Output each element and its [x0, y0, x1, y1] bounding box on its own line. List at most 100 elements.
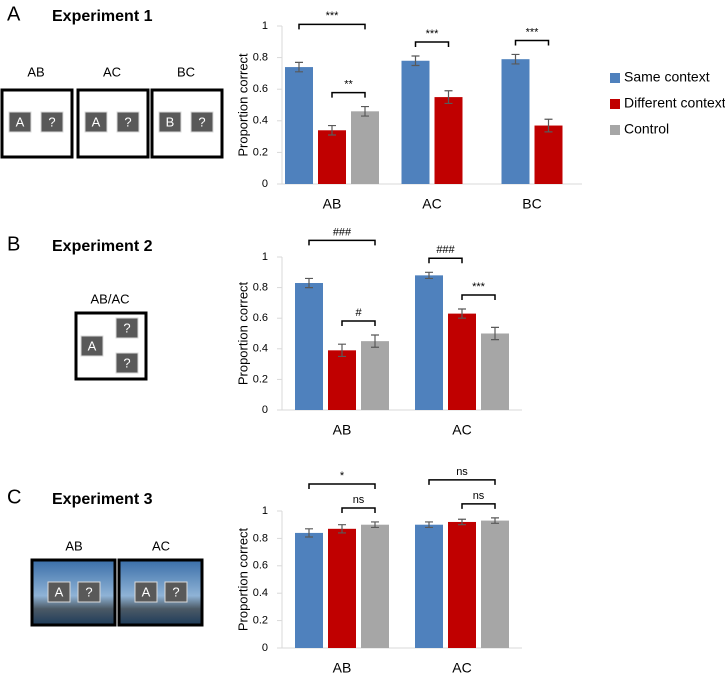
- significance-bracket: [341, 320, 376, 327]
- error-bar: [511, 53, 520, 65]
- bar: [361, 524, 389, 648]
- y-axis-label: Proportion correct: [235, 281, 250, 385]
- y-tick-label: 0.8: [253, 282, 268, 294]
- item-label: ?: [48, 114, 55, 129]
- bar: [295, 532, 323, 648]
- stimulus-label: AB: [27, 64, 44, 79]
- y-axis-label: Proportion correct: [235, 53, 250, 157]
- item-label: A: [16, 114, 25, 129]
- x-tick-label: AB: [333, 660, 352, 674]
- error-bar: [328, 124, 336, 136]
- x-tick-label: AC: [422, 196, 441, 212]
- significance-bracket: [341, 507, 376, 513]
- significance-label: *: [340, 470, 345, 482]
- item-box: [116, 111, 140, 133]
- legend-swatch: [610, 99, 620, 109]
- error-bar: [491, 517, 499, 524]
- significance-label: ***: [472, 281, 486, 293]
- item-label: ?: [85, 584, 92, 599]
- bar: [448, 313, 476, 410]
- stimulus-photo: [117, 558, 204, 627]
- y-tick-label: 1: [262, 505, 268, 517]
- item-box: [190, 111, 214, 133]
- y-tick-label: 0.4: [253, 115, 268, 127]
- stimulus-label: AC: [152, 538, 170, 553]
- significance-bracket: [331, 91, 366, 98]
- item-label: ?: [123, 320, 130, 335]
- item-box: [8, 111, 32, 133]
- error-bar: [305, 277, 313, 289]
- significance-label: ns: [353, 494, 365, 506]
- stimulus-photo: [30, 558, 117, 627]
- error-bar: [305, 528, 313, 538]
- y-tick-label: 0.2: [253, 373, 268, 385]
- panel-title: Experiment 3: [52, 491, 153, 508]
- item-label: A: [92, 114, 101, 129]
- item-box: [84, 111, 108, 133]
- x-tick-label: BC: [522, 196, 541, 212]
- legend-label: Control: [624, 121, 669, 137]
- y-tick-label: 0.2: [253, 146, 268, 158]
- bar: [534, 125, 563, 184]
- item-box: [115, 317, 139, 339]
- bar: [448, 521, 476, 648]
- bar: [401, 60, 430, 185]
- y-tick-label: 0.6: [253, 83, 268, 95]
- error-bar: [425, 521, 433, 529]
- error-bar: [371, 521, 379, 529]
- bar: [361, 341, 389, 410]
- bar: [351, 111, 379, 184]
- bar: [481, 333, 509, 410]
- bar: [481, 520, 509, 648]
- significance-bracket: [514, 39, 550, 46]
- y-tick-label: 0.4: [253, 343, 268, 355]
- bar: [328, 350, 356, 410]
- panel-letter: C: [7, 486, 21, 508]
- item-label: ?: [124, 114, 131, 129]
- error-bar: [361, 105, 369, 117]
- x-tick-label: AC: [452, 422, 471, 438]
- error-bar: [338, 524, 346, 534]
- item-box: [80, 335, 104, 357]
- bar: [285, 67, 313, 184]
- y-tick-label: 0.8: [253, 52, 268, 64]
- error-bar: [491, 326, 499, 341]
- legend-label: Different context: [624, 95, 725, 111]
- stimulus-label: AB: [65, 538, 82, 553]
- significance-label: #: [355, 307, 362, 319]
- y-tick-label: 1: [262, 251, 268, 263]
- chart: 0 0.2 0.4 0.6 0.8 1 Proportion correct AB AC BC **…: [235, 10, 725, 211]
- error-bar: [338, 343, 346, 358]
- bar: [434, 97, 463, 184]
- panel-letter: A: [7, 3, 21, 25]
- item-box: [134, 581, 158, 603]
- y-tick-label: 1: [262, 20, 268, 32]
- item-box: [115, 352, 139, 374]
- y-tick-label: 0: [262, 642, 268, 654]
- item-box: [158, 111, 182, 133]
- x-tick-label: AB: [323, 196, 342, 212]
- significance-label: ***: [326, 10, 340, 22]
- legend-label: Same context: [624, 69, 710, 85]
- y-tick-label: 0.6: [253, 560, 268, 572]
- significance-label: ***: [526, 26, 540, 38]
- panel-title: Experiment 1: [52, 8, 153, 25]
- significance-label: ###: [333, 226, 352, 238]
- y-tick-label: 0: [262, 178, 268, 190]
- item-label: ?: [198, 114, 205, 129]
- significance-bracket: [461, 294, 496, 301]
- item-box: [47, 581, 71, 603]
- error-bar: [458, 308, 466, 319]
- significance-label: ###: [436, 244, 455, 256]
- stimulus-label: AC: [103, 64, 121, 79]
- significance-label: ns: [473, 490, 485, 502]
- significance-bracket: [298, 23, 366, 30]
- significance-label: ***: [426, 28, 440, 40]
- significance-bracket: [414, 41, 450, 48]
- panel-title: Experiment 2: [52, 238, 153, 255]
- significance-bracket: [461, 503, 496, 509]
- y-tick-label: 0.2: [253, 615, 268, 627]
- significance-bracket: [428, 479, 496, 485]
